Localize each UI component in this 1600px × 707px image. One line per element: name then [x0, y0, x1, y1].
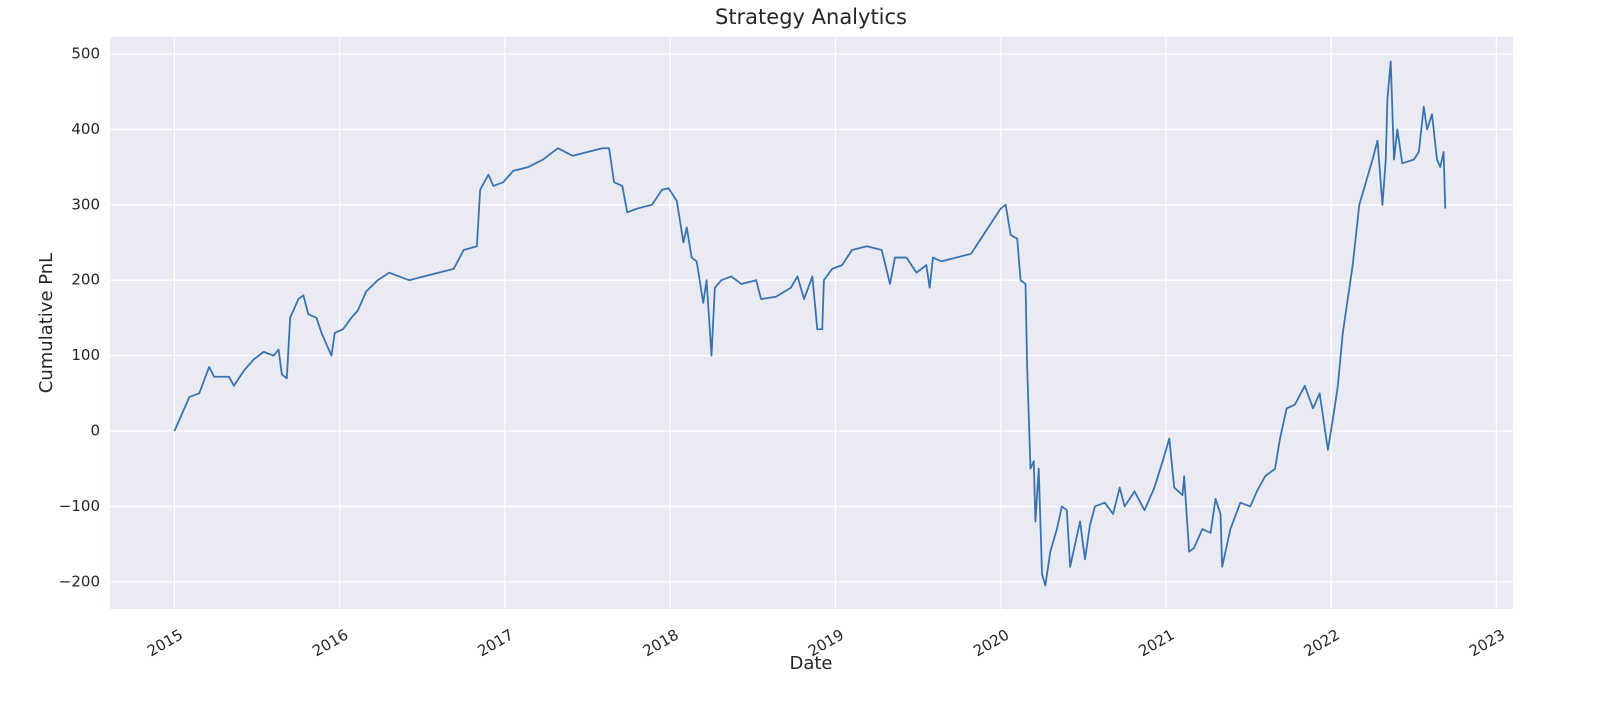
y-tick-label: 400 — [71, 120, 100, 138]
line-series — [173, 60, 1447, 587]
marks — [173, 60, 1447, 587]
plot-area — [110, 37, 1513, 609]
x-tick-label: 2021 — [1135, 626, 1177, 661]
x-tick-label: 2022 — [1301, 626, 1343, 661]
x-tick-label: 2018 — [640, 626, 682, 661]
y-tick-label: −100 — [59, 497, 100, 515]
x-axis-label: Date — [789, 653, 832, 674]
chart-title: Strategy Analytics — [715, 5, 907, 29]
y-tick-label: 300 — [71, 195, 100, 213]
y-tick-label: −200 — [59, 572, 100, 590]
x-tick-label: 2016 — [309, 626, 351, 661]
y-tick-label: 500 — [71, 44, 100, 62]
x-tick-label: 2015 — [144, 626, 186, 661]
y-tick-label: 0 — [90, 422, 100, 440]
y-tick-label: 100 — [71, 346, 100, 364]
x-tick-label: 2020 — [970, 626, 1012, 661]
y-tick-label: 200 — [71, 271, 100, 289]
y-axis-label: Cumulative PnL — [36, 253, 57, 393]
x-tick-label: 2023 — [1466, 626, 1508, 661]
x-tick-label: 2017 — [474, 626, 516, 661]
